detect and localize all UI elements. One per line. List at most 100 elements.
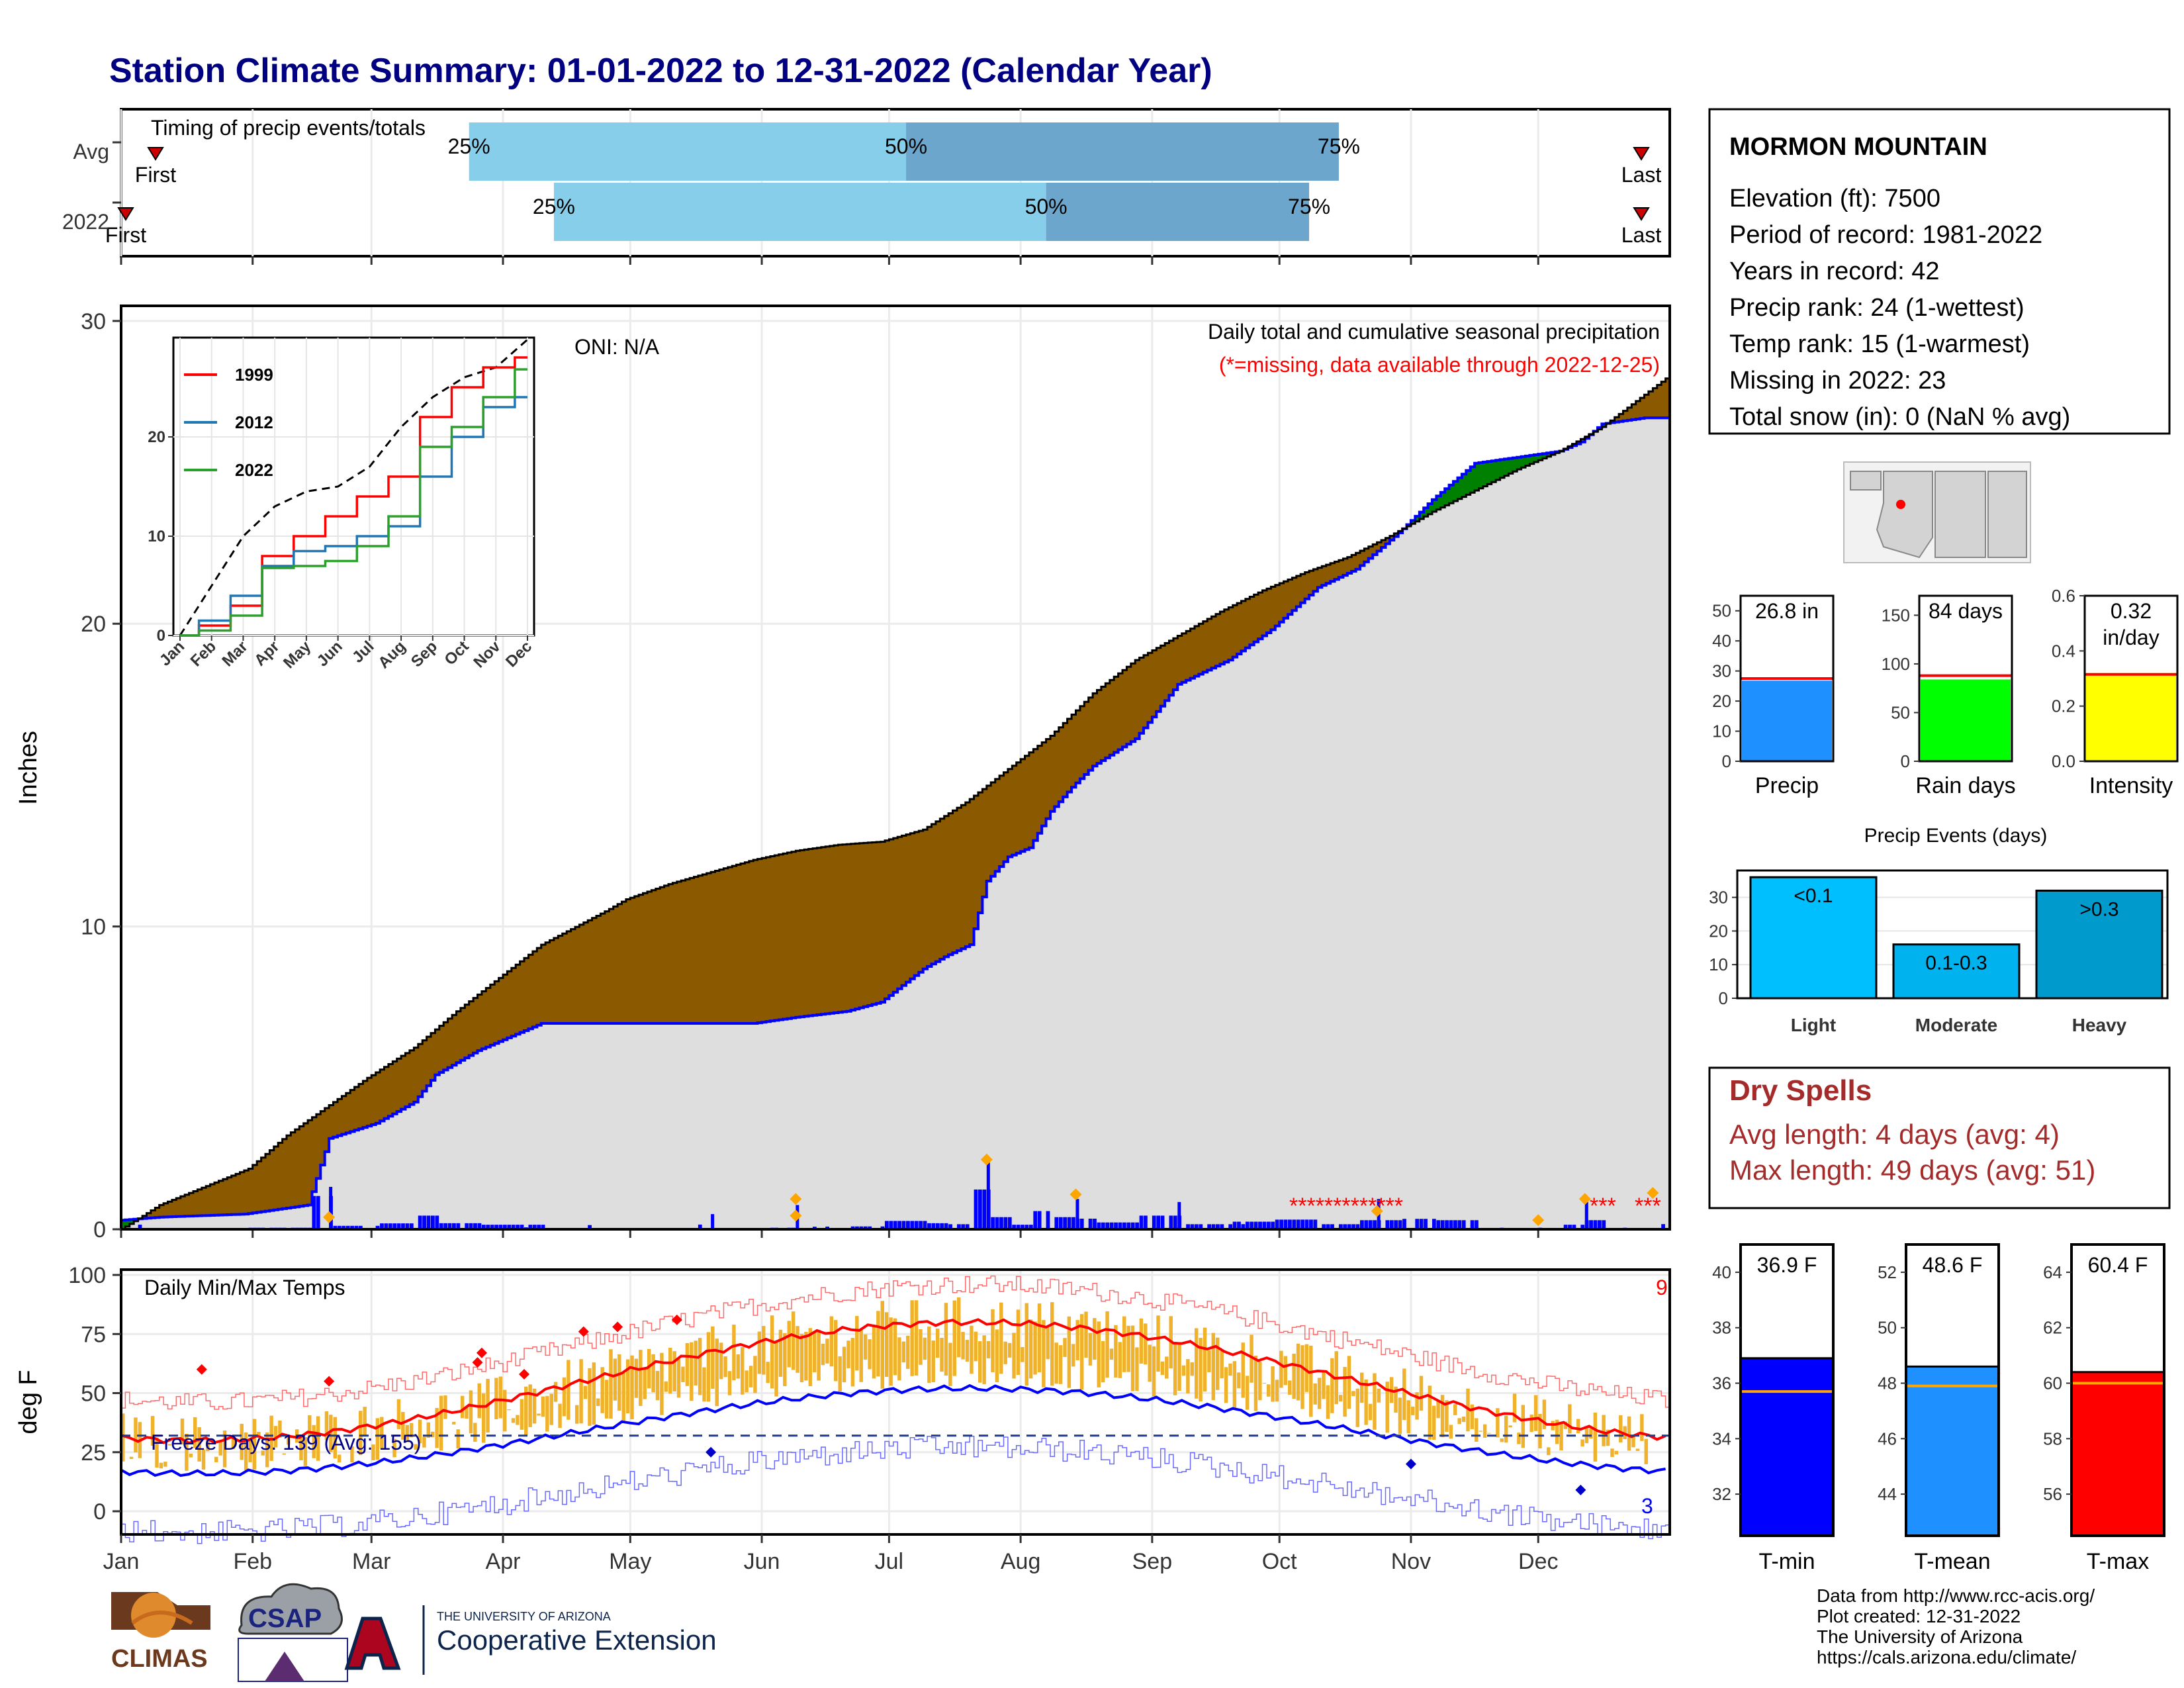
daily-temp-bar (541, 1396, 545, 1417)
daily-temp-bar (931, 1340, 935, 1383)
daily-temp-bar (817, 1329, 821, 1381)
inset-series-line-2022 (180, 368, 527, 637)
summary-tick-label-Rain days-0: 0 (1901, 751, 1910, 771)
inset-ytick-label-0: 0 (157, 627, 165, 645)
station-info-box: MORMON MOUNTAIN Elevation (ft): 7500 Per… (1708, 108, 2171, 435)
daily-precip-bar (1580, 1225, 1585, 1229)
temp-summary-tick-label-T-min-3: 38 (1712, 1318, 1731, 1338)
daily-temp-bar (418, 1419, 422, 1444)
daily-precip-bar (1598, 1220, 1602, 1229)
summary-value-unit-Intensity: in/day (2103, 626, 2159, 649)
daily-precip-bar (375, 1225, 380, 1229)
daily-precip-bar (1568, 1225, 1572, 1229)
daily-temp-bar (549, 1393, 553, 1425)
daily-temp-bar (574, 1405, 579, 1424)
daily-precip-bar (991, 1217, 995, 1229)
daily-precip-bar (1589, 1220, 1593, 1229)
daily-temp-bar (1190, 1362, 1195, 1376)
daily-temp-bar (1440, 1395, 1445, 1437)
daily-temp-bar (422, 1436, 426, 1448)
daily-temp-bar (698, 1338, 702, 1395)
daily-temp-bar (1054, 1342, 1058, 1384)
map-new-mexico (1934, 471, 1986, 558)
summary-tick-label-Precip-2: 20 (1712, 691, 1731, 711)
daily-temp-bar (643, 1368, 647, 1399)
daily-precip-bar (541, 1225, 545, 1229)
daily-precip-bar (859, 1226, 864, 1229)
timing-panel: 25% 50% 75% First Last 25% 50% 75% First Last Tim… (62, 108, 1671, 265)
daily-precip-bar (995, 1217, 999, 1229)
daily-temp-bar (1105, 1311, 1109, 1378)
daily-temp-bar (469, 1390, 473, 1434)
daily-precip-bar (1262, 1221, 1267, 1229)
daily-temp-bar (1360, 1372, 1364, 1403)
daily-temp-bar (189, 1453, 193, 1458)
daily-temp-bar (1436, 1400, 1440, 1419)
daily-precip-bar (1245, 1221, 1250, 1229)
record-high-marker (578, 1326, 589, 1337)
daily-precip-bar (1058, 1217, 1063, 1229)
daily-precip-bar (537, 1225, 541, 1229)
event-bar-value-Heavy: >0.3 (2079, 898, 2118, 920)
daily-temp-bar (1428, 1385, 1432, 1440)
daily-precip-bar (948, 1224, 952, 1229)
inset-series-line-2012 (180, 396, 527, 637)
daily-precip-bar (1152, 1215, 1156, 1229)
daily-temp-bar (855, 1315, 859, 1371)
daily-precip-bar (333, 1225, 338, 1229)
daily-temp-bar (1046, 1327, 1050, 1360)
daily-temp-bar (880, 1301, 885, 1389)
daily-temp-bar (287, 1436, 291, 1445)
temp-summary-bar-T-max (2073, 1372, 2163, 1536)
record-precip-marker (980, 1153, 993, 1166)
daily-precip-bar (1283, 1219, 1288, 1229)
daily-precip-bar (431, 1215, 435, 1229)
daily-temp-bar (396, 1399, 401, 1429)
temp-summary-label-T-min: T-min (1759, 1549, 1815, 1574)
oni-label: ONI: N/A (574, 335, 660, 359)
daily-precip-bar (337, 1225, 341, 1229)
temp-normal-max-line (120, 1318, 1666, 1445)
daily-temp-bar (757, 1331, 762, 1374)
footer-credits: Data from http://www.rcc-acis.org/ Plot … (1817, 1585, 2095, 1667)
daily-temp-bar (1173, 1342, 1177, 1395)
credit-plot-date: Plot created: 12-31-2022 (1817, 1606, 2021, 1626)
temp-summary-bar-T-min (1742, 1358, 1832, 1536)
station-missing: Missing in 2022: 23 (1729, 367, 1946, 395)
daily-precip-bar (1067, 1217, 1071, 1229)
daily-temp-bar (842, 1346, 846, 1383)
daily-precip-bar (1028, 1225, 1033, 1229)
daily-precip-bar (359, 1225, 363, 1229)
daily-temp-bar (821, 1343, 825, 1366)
daily-temp-bar (694, 1340, 698, 1386)
daily-temp-bar (1266, 1384, 1271, 1397)
daily-precip-bar (447, 1223, 452, 1229)
summary-frame-Precip (1739, 594, 1835, 763)
timing-title: Timing of precip events/totals (151, 116, 426, 140)
daily-precip-bar (889, 1221, 893, 1229)
precip-missing-note: (*=missing, data available through 2022-… (1219, 353, 1660, 377)
inset-frame (172, 336, 535, 637)
temp-summary-value-T-max: 60.4 F (2088, 1253, 2148, 1277)
daily-precip-bar (884, 1221, 889, 1229)
credit-university: The University of Arizona (1817, 1626, 2023, 1647)
station-snow: Total snow (in): 0 (NaN % avg) (1729, 403, 2070, 431)
station-elevation: Elevation (ft): 7500 (1729, 185, 1940, 212)
timing-last-label-Avg: Last (1621, 163, 1662, 187)
daily-temp-bar (1326, 1385, 1330, 1419)
record-high-marker (472, 1357, 483, 1368)
daily-temp-bar (1309, 1345, 1313, 1417)
temp-record-high-line (121, 1275, 1670, 1410)
daily-precip-bar (1054, 1217, 1059, 1229)
daily-temp-bar (723, 1356, 727, 1378)
daily-temp-bar (1012, 1333, 1016, 1379)
dry-spells-max: Max length: 49 days (avg: 51) (1729, 1154, 2095, 1186)
daily-temp-bar (1037, 1303, 1042, 1373)
summary-tick-label-Intensity-1: 0.2 (2052, 696, 2075, 716)
daily-temp-bar (1050, 1302, 1054, 1386)
daily-precip-bar (1122, 1222, 1126, 1229)
daily-temp-bar (1216, 1337, 1220, 1390)
daily-precip-bar (588, 1225, 592, 1229)
daily-temp-bar (1122, 1316, 1126, 1372)
csap-base (238, 1638, 348, 1682)
